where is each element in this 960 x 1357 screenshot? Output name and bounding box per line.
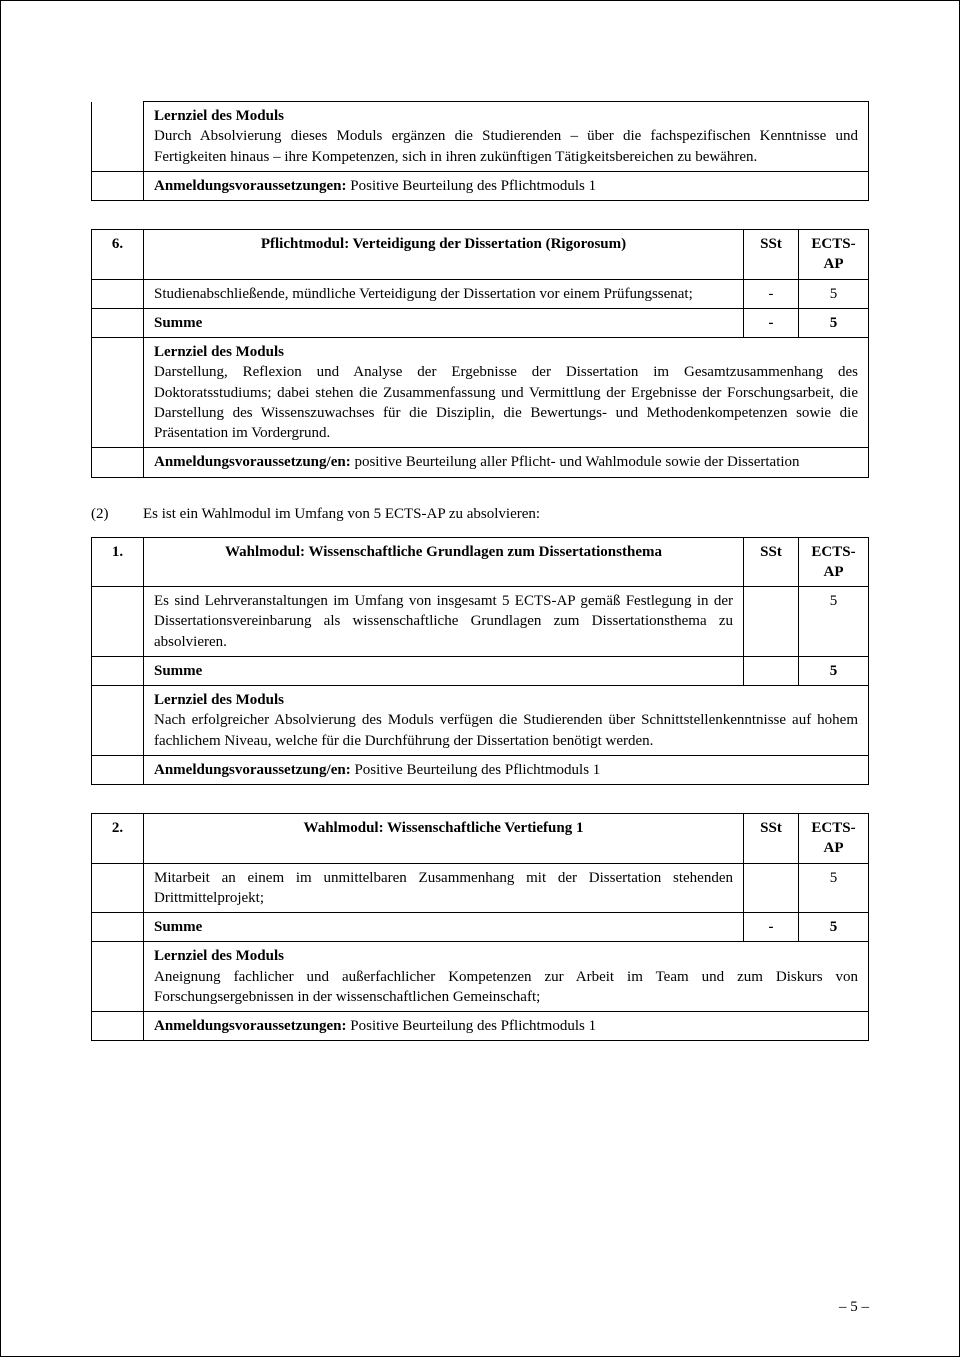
sum-sst: -	[744, 913, 799, 942]
empty-num-cell	[92, 1012, 144, 1041]
page: Lernziel des Moduls Durch Absolvierung d…	[0, 0, 960, 1357]
empty-num-cell	[92, 338, 144, 448]
empty-num-cell	[92, 863, 144, 913]
lernziel-cell: Lernziel des Moduls Nach erfolgreicher A…	[144, 686, 869, 756]
sum-ects: 5	[799, 656, 869, 685]
sum-sst: -	[744, 308, 799, 337]
header-ects: ECTS-AP	[799, 230, 869, 280]
row-text: Es sind Lehrveranstaltungen im Umfang vo…	[144, 587, 744, 657]
module-table-w1: 1. Wahlmodul: Wissenschaftliche Grundlag…	[91, 537, 869, 786]
lernziel-label: Lernziel des Moduls	[154, 948, 284, 964]
anmeldung-label: Anmeldungsvoraussetzung/en:	[154, 762, 351, 778]
anmeldung-text: Positive Beurteilung des Pflichtmoduls 1	[347, 178, 597, 194]
paragraph-text: Es ist ein Wahlmodul im Umfang von 5 ECT…	[143, 506, 869, 523]
empty-num-cell	[92, 587, 144, 657]
row-text: Mitarbeit an einem im unmittelbaren Zusa…	[144, 863, 744, 913]
paragraph-number: (2)	[91, 506, 143, 523]
empty-num-cell	[92, 308, 144, 337]
row-text: Studienabschließende, mündliche Verteidi…	[144, 279, 744, 308]
module-title: Wahlmodul: Wissenschaftliche Grundlagen …	[144, 537, 744, 587]
sum-ects: 5	[799, 913, 869, 942]
anmeldung-cell: Anmeldungsvoraussetzung/en: Positive Beu…	[144, 755, 869, 784]
row-ects: 5	[799, 587, 869, 657]
lernziel-label: Lernziel des Moduls	[154, 108, 284, 124]
module-title: Wahlmodul: Wissenschaftliche Vertiefung …	[144, 814, 744, 864]
module-number: 1.	[92, 537, 144, 587]
anmeldung-label: Anmeldungsvoraussetzung/en:	[154, 454, 351, 470]
empty-num-cell	[92, 448, 144, 477]
anmeldung-text: positive Beurteilung aller Pflicht- und …	[351, 454, 800, 470]
row-sst: -	[744, 279, 799, 308]
sum-ects: 5	[799, 308, 869, 337]
module-table-w2: 2. Wahlmodul: Wissenschaftliche Vertiefu…	[91, 813, 869, 1041]
empty-num-cell	[92, 686, 144, 756]
empty-num-cell	[92, 942, 144, 1012]
module-number: 2.	[92, 814, 144, 864]
lernziel-cell: Lernziel des Moduls Aneignung fachlicher…	[144, 942, 869, 1012]
anmeldung-label: Anmeldungsvoraussetzungen:	[154, 1018, 347, 1034]
paragraph-2: (2) Es ist ein Wahlmodul im Umfang von 5…	[91, 506, 869, 523]
header-ects: ECTS-AP	[799, 537, 869, 587]
sum-sst	[744, 656, 799, 685]
row-ects: 5	[799, 279, 869, 308]
lernziel-cell: Lernziel des Moduls Darstellung, Reflexi…	[144, 338, 869, 448]
anmeldung-label: Anmeldungsvoraussetzungen:	[154, 178, 347, 194]
header-sst: SSt	[744, 230, 799, 280]
lernziel-text: Durch Absolvierung dieses Moduls ergänze…	[154, 128, 858, 164]
module-table-6: 6. Pflichtmodul: Verteidigung der Disser…	[91, 229, 869, 478]
anmeldung-cell: Anmeldungsvoraussetzungen: Positive Beur…	[144, 171, 869, 200]
module-number: 6.	[92, 230, 144, 280]
module-table-top-fragment: Lernziel des Moduls Durch Absolvierung d…	[91, 101, 869, 201]
row-sst	[744, 587, 799, 657]
lernziel-label: Lernziel des Moduls	[154, 344, 284, 360]
empty-num-cell	[92, 913, 144, 942]
empty-num-cell	[92, 171, 144, 200]
anmeldung-text: Positive Beurteilung des Pflichtmoduls 1	[347, 1018, 597, 1034]
sum-label: Summe	[144, 308, 744, 337]
module-title: Pflichtmodul: Verteidigung der Dissertat…	[144, 230, 744, 280]
anmeldung-cell: Anmeldungsvoraussetzung/en: positive Beu…	[144, 448, 869, 477]
empty-num-cell	[92, 102, 144, 172]
empty-num-cell	[92, 755, 144, 784]
lernziel-cell: Lernziel des Moduls Durch Absolvierung d…	[144, 102, 869, 172]
anmeldung-cell: Anmeldungsvoraussetzungen: Positive Beur…	[144, 1012, 869, 1041]
empty-num-cell	[92, 279, 144, 308]
lernziel-text: Aneignung fachlicher und außerfachlicher…	[154, 969, 858, 1005]
row-sst	[744, 863, 799, 913]
page-number: – 5 –	[839, 1299, 869, 1316]
lernziel-text: Nach erfolgreicher Absolvierung des Modu…	[154, 712, 858, 748]
header-sst: SSt	[744, 814, 799, 864]
lernziel-label: Lernziel des Moduls	[154, 692, 284, 708]
sum-label: Summe	[144, 913, 744, 942]
anmeldung-text: Positive Beurteilung des Pflichtmoduls 1	[351, 762, 601, 778]
header-sst: SSt	[744, 537, 799, 587]
sum-label: Summe	[144, 656, 744, 685]
header-ects: ECTS-AP	[799, 814, 869, 864]
empty-num-cell	[92, 656, 144, 685]
row-ects: 5	[799, 863, 869, 913]
lernziel-text: Darstellung, Reflexion und Analyse der E…	[154, 364, 858, 441]
